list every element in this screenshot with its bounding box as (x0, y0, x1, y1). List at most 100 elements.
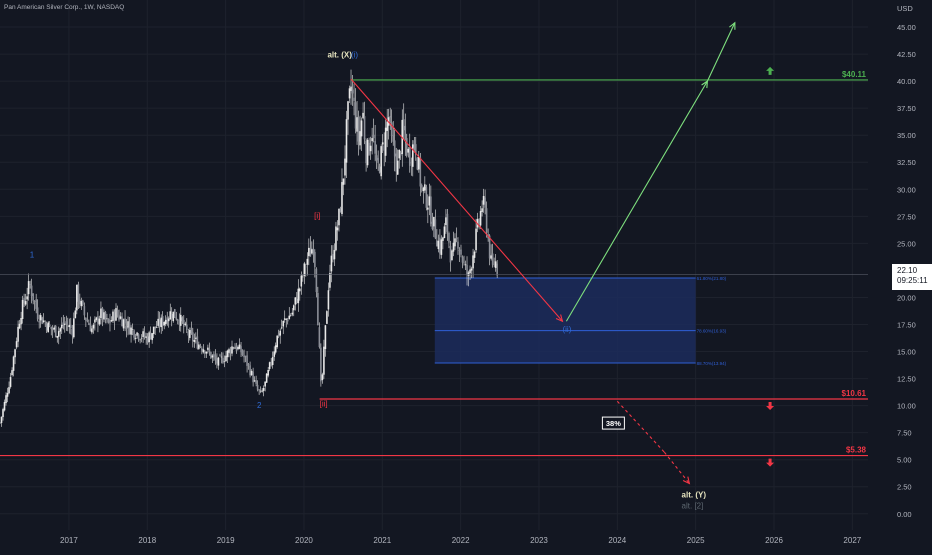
candle-body (303, 263, 306, 276)
candle-body (29, 284, 31, 285)
candle-body (371, 138, 373, 142)
candle-body (472, 255, 474, 269)
candle-body (458, 250, 461, 252)
candle-body (419, 157, 422, 187)
candle-body (74, 310, 77, 319)
candle-body (119, 316, 122, 319)
candle-body (348, 88, 351, 99)
candle-body (341, 182, 343, 215)
candle-body (82, 300, 84, 305)
candle-body (405, 138, 408, 156)
candle-body (30, 285, 33, 296)
candle-body (323, 346, 325, 375)
candle-body (399, 152, 402, 156)
candle-body (65, 321, 68, 324)
candle-body (175, 317, 178, 320)
candle-body (181, 317, 184, 322)
candle-body (89, 323, 92, 332)
candle-body (66, 325, 69, 327)
target-up-arrow-icon (766, 66, 775, 75)
candle-body (47, 322, 50, 333)
candle-body (383, 145, 385, 151)
wave-label: [ii] (320, 400, 328, 409)
candle-body (374, 140, 376, 154)
candle-body (436, 240, 438, 247)
candle-body (241, 350, 244, 355)
candle-body (449, 245, 452, 263)
candle-body (369, 145, 372, 152)
candle-body (389, 116, 391, 118)
candle-body (354, 102, 357, 129)
candle-body (408, 147, 411, 166)
candle-body (330, 255, 333, 272)
candle-body (76, 284, 78, 311)
wave-label: alt. (X) (327, 50, 352, 59)
candle-body (422, 187, 425, 192)
candle-body (244, 356, 247, 358)
bar-countdown: 09:25:11 (897, 276, 928, 285)
projection-arrowhead (701, 80, 709, 89)
candle-body (309, 247, 312, 257)
candle-body (41, 317, 43, 324)
candle-body (372, 134, 375, 139)
candle-body (213, 353, 215, 357)
candle-body (327, 290, 330, 310)
candle-body (151, 333, 153, 341)
candle-body (454, 238, 456, 247)
candle-body (488, 235, 491, 259)
candle-body (148, 332, 150, 343)
candle-body (300, 275, 303, 287)
candle-body (463, 262, 465, 264)
candle-body (252, 371, 254, 383)
y-tick-label: 7.50 (897, 429, 912, 438)
projection-arrowhead (682, 476, 691, 485)
candle-body (124, 318, 126, 324)
candle-body (473, 251, 476, 258)
probability-badge-text: 38% (606, 419, 621, 428)
x-tick-label: 2018 (138, 536, 156, 545)
candle-body (12, 356, 15, 371)
projection-arrowhead (729, 21, 736, 30)
fib-level-label: 61.80%(21.80) (697, 276, 727, 281)
candle-body (451, 250, 453, 261)
candle-body (415, 144, 417, 155)
candle-body (431, 221, 434, 230)
candle-body (73, 318, 75, 338)
candle-body (357, 116, 360, 142)
candle-body (425, 186, 428, 208)
candle-body (3, 401, 6, 411)
candle-body (362, 112, 364, 119)
candle-body (205, 351, 208, 354)
candle-body (289, 315, 292, 316)
candle-body (38, 320, 40, 323)
candle-body (363, 116, 366, 140)
projection-path (350, 78, 563, 322)
candle-body (421, 185, 423, 188)
candle-body (56, 336, 59, 338)
x-tick-label: 2017 (60, 536, 78, 545)
candle-body (39, 315, 42, 321)
candle-body (470, 268, 473, 271)
candle-body (440, 239, 443, 255)
candle-body (107, 319, 110, 323)
x-tick-label: 2024 (608, 536, 626, 545)
candle-body (44, 322, 46, 324)
candle-body (332, 253, 334, 260)
candle-body (36, 307, 39, 320)
candle-body (33, 301, 36, 302)
candle-body (253, 380, 256, 382)
candle-body (0, 416, 3, 423)
candle-body (380, 146, 382, 177)
candle-body (160, 317, 162, 328)
candle-body (97, 316, 99, 324)
candle-group (0, 69, 498, 427)
candle-body (321, 374, 324, 381)
candle-body (238, 344, 241, 349)
candle-body (196, 336, 199, 349)
candle-body (311, 249, 313, 254)
candle-body (237, 346, 239, 350)
candle-body (142, 331, 144, 338)
candle-body (446, 213, 449, 232)
candle-body (262, 388, 265, 391)
